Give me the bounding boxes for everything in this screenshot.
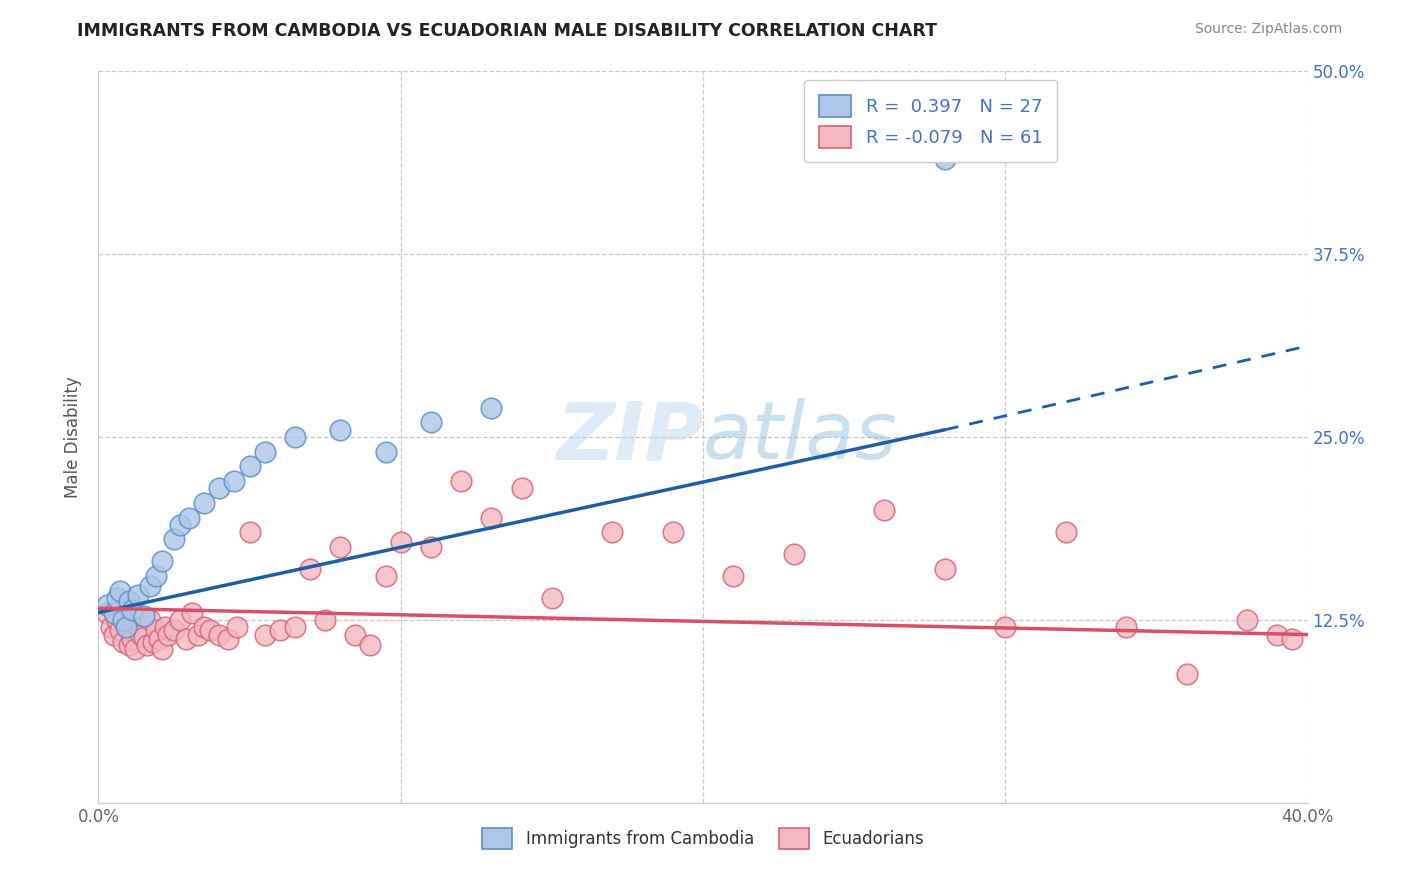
Text: Source: ZipAtlas.com: Source: ZipAtlas.com [1195,22,1343,37]
Point [253,627,276,641]
Point [360,638,382,652]
Point [253,444,276,458]
Point [420,416,443,430]
Point [374,569,396,583]
Point [174,632,197,646]
Point [314,613,336,627]
Point [481,510,503,524]
Point [181,606,204,620]
Point [148,632,170,646]
Point [127,588,149,602]
Point [224,474,246,488]
Point [163,623,186,637]
Point [481,401,503,415]
Point [96,599,118,613]
Point [661,525,683,540]
Point [1267,627,1289,641]
Point [1236,613,1258,627]
Point [135,638,157,652]
Point [127,620,149,634]
Point [934,562,956,576]
Point [873,503,896,517]
Point [374,444,396,458]
Point [226,620,249,634]
Point [783,547,806,561]
Point [284,620,307,634]
Text: ZIP: ZIP [555,398,703,476]
Point [108,623,131,637]
Point [118,594,141,608]
Point [132,608,155,623]
Point [540,591,562,605]
Point [121,632,143,646]
Point [994,620,1017,634]
Point [163,533,186,547]
Point [193,496,215,510]
Point [121,603,143,617]
Point [150,554,173,568]
Point [284,430,307,444]
Point [100,620,122,634]
Point [179,510,201,524]
Point [1281,632,1303,646]
Point [450,474,472,488]
Point [239,459,262,474]
Point [118,638,141,652]
Point [193,620,215,634]
Point [114,617,136,632]
Point [105,591,128,605]
Point [103,606,125,620]
Point [103,627,125,641]
Point [124,642,146,657]
Point [1115,620,1137,634]
Point [142,635,165,649]
Point [420,540,443,554]
Point [187,627,209,641]
Point [153,620,176,634]
Point [156,627,179,641]
Point [389,535,412,549]
Point [239,525,262,540]
Point [269,623,291,637]
Point [108,583,131,598]
Point [96,606,118,620]
Point [105,613,128,627]
Point [111,635,134,649]
Y-axis label: Male Disability: Male Disability [65,376,83,498]
Point [329,423,352,437]
Point [344,627,367,641]
Point [169,613,191,627]
Point [1175,667,1198,681]
Point [118,623,141,637]
Text: IMMIGRANTS FROM CAMBODIA VS ECUADORIAN MALE DISABILITY CORRELATION CHART: IMMIGRANTS FROM CAMBODIA VS ECUADORIAN M… [77,22,938,40]
Point [150,642,173,657]
Point [200,623,222,637]
Point [132,631,155,645]
Point [1054,525,1077,540]
Point [145,569,167,583]
Point [208,627,231,641]
Point [329,540,352,554]
Point [169,517,191,532]
Point [111,613,134,627]
Point [510,481,533,495]
Point [114,620,136,634]
Text: atlas: atlas [703,398,898,476]
Legend: Immigrants from Cambodia, Ecuadorians: Immigrants from Cambodia, Ecuadorians [471,817,935,860]
Point [145,623,167,637]
Point [129,627,152,641]
Point [208,481,231,495]
Point [299,562,322,576]
Point [934,152,956,166]
Point [602,525,624,540]
Point [723,569,745,583]
Point [139,579,162,593]
Point [217,632,239,646]
Point [139,613,162,627]
